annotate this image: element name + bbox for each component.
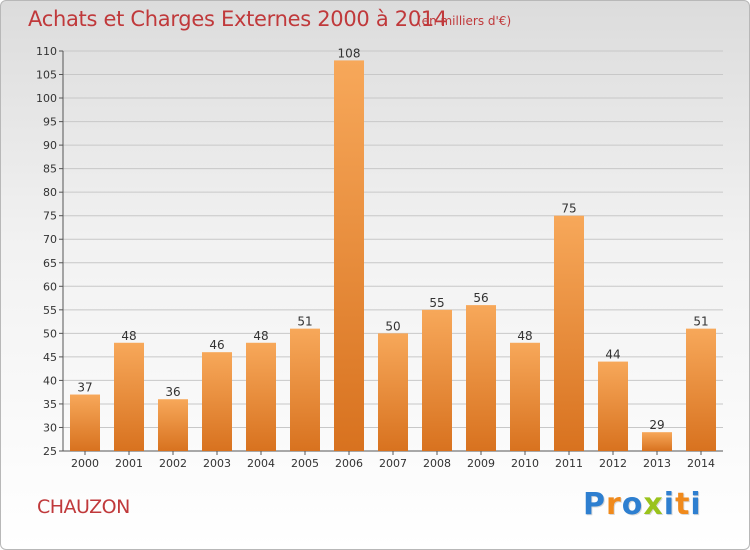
data-label: 44 [605, 348, 620, 362]
data-label: 56 [473, 291, 488, 305]
x-tick-label: 2003 [203, 457, 231, 470]
y-tick-label: 55 [43, 304, 57, 317]
y-tick-label: 100 [36, 92, 57, 105]
y-tick-label: 50 [43, 327, 57, 340]
y-tick-label: 65 [43, 257, 57, 270]
x-tick-label: 2009 [467, 457, 495, 470]
data-label: 36 [165, 385, 180, 399]
x-tick-label: 2010 [511, 457, 539, 470]
y-tick-label: 30 [43, 421, 57, 434]
bar [158, 399, 188, 451]
data-label: 75 [561, 202, 576, 216]
brand-letter: x [643, 487, 664, 522]
y-tick-label: 40 [43, 374, 57, 387]
x-tick-label: 2006 [335, 457, 363, 470]
bar [246, 342, 276, 451]
commune-name: CHAUZON [37, 496, 130, 518]
y-tick-label: 85 [43, 163, 57, 176]
chart-title: Achats et Charges Externes 2000 à 2014 [28, 7, 448, 31]
data-label: 48 [121, 329, 136, 343]
data-label: 51 [693, 315, 708, 329]
x-tick-label: 2005 [291, 457, 319, 470]
x-tick-label: 2000 [71, 457, 99, 470]
data-label: 48 [253, 329, 268, 343]
brand-letter: o [621, 487, 644, 522]
brand-letter: t [675, 487, 691, 522]
bar [70, 394, 100, 451]
brand-letter: r [606, 487, 622, 522]
bar [422, 309, 452, 451]
x-tick-label: 2012 [599, 457, 627, 470]
bar [202, 352, 232, 451]
y-tick-label: 45 [43, 351, 57, 364]
bar [598, 361, 628, 451]
y-tick-label: 110 [36, 45, 57, 58]
x-tick-label: 2014 [687, 457, 715, 470]
data-label: 48 [517, 329, 532, 343]
data-label: 55 [429, 296, 444, 310]
x-tick-label: 2013 [643, 457, 671, 470]
bar [510, 342, 540, 451]
brand-letter: i [690, 487, 702, 522]
bars [70, 60, 716, 451]
x-tick-label: 2008 [423, 457, 451, 470]
y-tick-label: 70 [43, 233, 57, 246]
data-label: 29 [649, 418, 664, 432]
y-tick-label: 105 [36, 69, 57, 82]
bar [378, 333, 408, 451]
y-tick-label: 90 [43, 139, 57, 152]
x-tick-label: 2001 [115, 457, 143, 470]
x-tick-label: 2007 [379, 457, 407, 470]
brand-letter: i [663, 487, 676, 522]
bar [466, 305, 496, 451]
y-tick-label: 25 [43, 445, 57, 458]
data-label: 50 [385, 319, 400, 333]
bar [290, 328, 320, 451]
data-label: 46 [209, 338, 224, 352]
y-tick-label: 35 [43, 398, 57, 411]
data-label: 108 [338, 46, 361, 60]
data-label: 37 [77, 381, 92, 395]
bar [554, 215, 584, 451]
bar [114, 342, 144, 451]
proxiti-logo: Proxiti [583, 487, 702, 522]
bar [334, 60, 364, 451]
bar [642, 432, 672, 451]
x-tick-label: 2011 [555, 457, 583, 470]
y-tick-label: 80 [43, 186, 57, 199]
labels: 25 30 35 40 45 50 55 60 65 70 75 80 85 90 95 100 105 110 2… [36, 45, 715, 470]
chart-subtitle: (en milliers d'€) [417, 14, 512, 28]
bar [686, 328, 716, 451]
y-tick-label: 75 [43, 210, 57, 223]
brand-letter: P [583, 487, 606, 522]
y-tick-label: 60 [43, 280, 57, 293]
y-tick-label: 95 [43, 116, 57, 129]
x-tick-label: 2002 [159, 457, 187, 470]
x-tick-label: 2004 [247, 457, 275, 470]
data-label: 51 [297, 315, 312, 329]
